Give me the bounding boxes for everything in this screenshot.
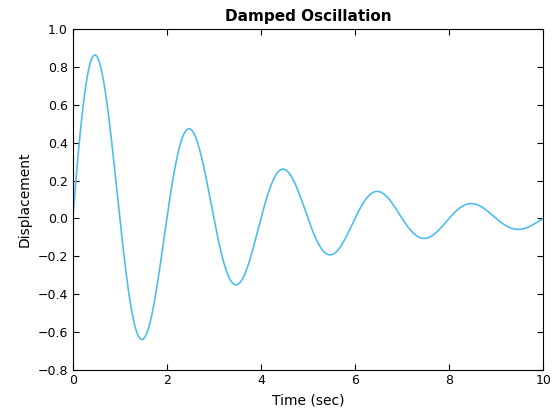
X-axis label: Time (sec): Time (sec) xyxy=(272,393,344,407)
Y-axis label: Displacement: Displacement xyxy=(18,152,32,247)
Title: Damped Oscillation: Damped Oscillation xyxy=(225,9,391,24)
